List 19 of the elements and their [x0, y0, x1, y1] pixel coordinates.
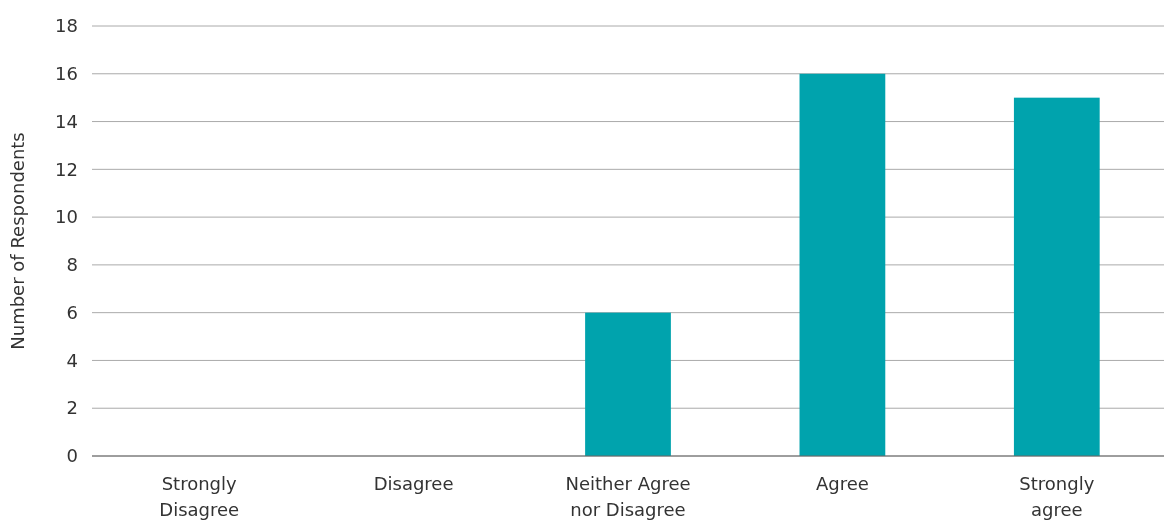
y-tick-label: 18 [55, 15, 78, 37]
y-tick-label: 10 [55, 206, 78, 228]
y-tick-label: 0 [66, 445, 78, 467]
x-tick-label: Agree [815, 473, 869, 494]
x-tick-label: Neither Agree nor Disagree [565, 473, 691, 520]
bar [1013, 97, 1100, 456]
y-axis-title: Number of Respondents [7, 132, 28, 350]
bar [799, 73, 886, 456]
y-tick-label: 14 [55, 110, 78, 132]
x-tick-label: Disagree [373, 473, 454, 494]
x-tick-label: Strongly Disagree [159, 473, 240, 520]
y-tick-label: 12 [55, 158, 78, 180]
bar [585, 312, 671, 456]
y-tick-label: 16 [55, 63, 78, 85]
y-tick-label: 4 [66, 349, 78, 371]
y-tick-label: 8 [66, 254, 78, 276]
y-tick-label: 2 [66, 397, 78, 419]
y-tick-label: 6 [66, 301, 78, 323]
x-tick-label: Strongly agree [1019, 473, 1095, 520]
